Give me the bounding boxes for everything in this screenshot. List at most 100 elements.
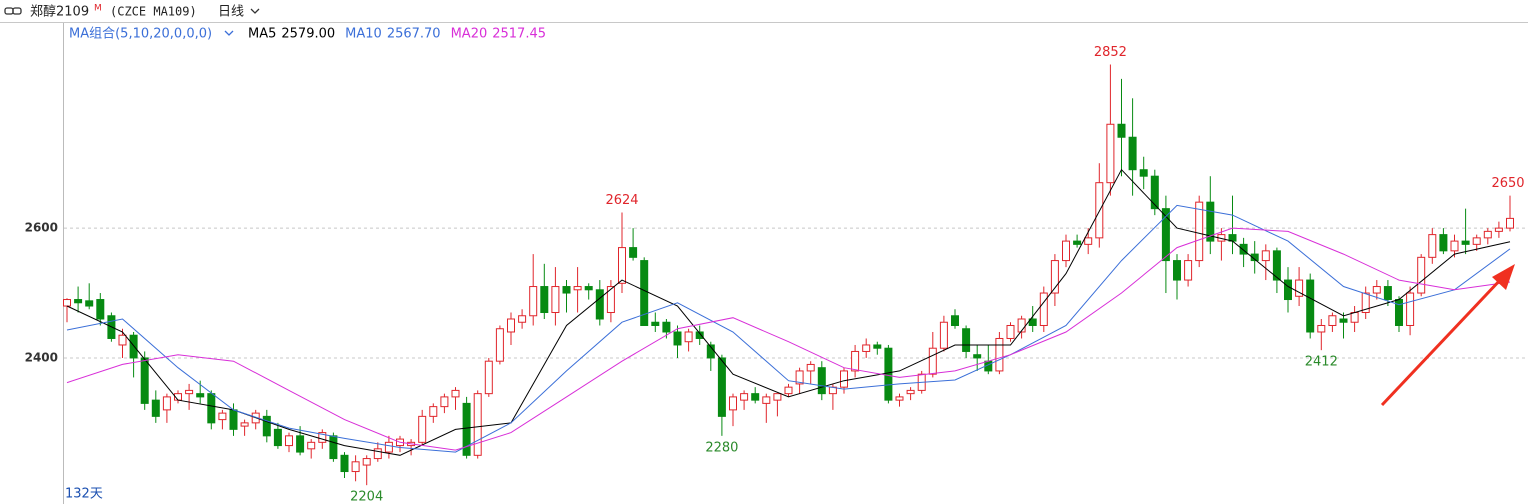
candle-body — [63, 299, 71, 307]
candle-body — [507, 318, 515, 333]
symbol[interactable]: 郑醇2109 — [30, 4, 89, 20]
candle-body — [384, 441, 393, 453]
ma-legend-chevron[interactable] — [224, 30, 234, 36]
candle-body — [85, 300, 94, 307]
candle-body — [129, 334, 138, 359]
candle-body — [429, 406, 438, 417]
candle-body — [629, 247, 638, 258]
extreme-label: 2280 — [705, 440, 738, 455]
candle-body — [273, 428, 282, 447]
candle-body — [1150, 175, 1159, 210]
candle-body — [562, 286, 571, 294]
candle-body — [773, 393, 782, 401]
candle-body — [740, 393, 749, 401]
candle-body — [1306, 279, 1315, 333]
extreme-label: 2412 — [1305, 355, 1338, 370]
candle-body — [240, 422, 249, 427]
candle-body — [1295, 279, 1304, 297]
candle-body — [495, 328, 504, 362]
contract-code: (CZCE MA109) — [110, 5, 197, 19]
candle-body — [74, 299, 83, 304]
candle-body — [884, 347, 893, 401]
candle-body — [651, 321, 660, 326]
candle-body — [329, 435, 338, 460]
candle-body — [529, 286, 538, 317]
candle-body — [618, 247, 626, 284]
candle-body — [1494, 227, 1503, 232]
candle-body — [1439, 234, 1448, 252]
ma-legend-value: 2517.45 — [492, 27, 546, 42]
days-label: 132天 — [65, 487, 103, 502]
candle-body — [351, 461, 360, 473]
candle-body — [318, 432, 327, 443]
candle-body — [1195, 201, 1204, 262]
candle-body — [1328, 315, 1337, 326]
candle-body — [307, 441, 316, 450]
candle-body — [1261, 250, 1270, 262]
candle-body — [1128, 136, 1137, 171]
period-selector[interactable]: 日线 — [218, 5, 244, 20]
extreme-label: 2624 — [605, 193, 638, 208]
y-tick-label: 2600 — [25, 221, 58, 235]
candle-body — [118, 334, 127, 346]
plot-area: 2400 2600 2852 2624 2650 2280 2204 2412 — [25, 45, 1528, 504]
candle-body — [96, 299, 105, 320]
candle-body — [1472, 237, 1481, 245]
candle-body — [1161, 208, 1170, 262]
candle-body — [185, 389, 194, 395]
candle-body — [440, 396, 449, 408]
candle-body — [418, 415, 427, 443]
extreme-label: 2852 — [1094, 45, 1127, 60]
red-arrow — [1380, 264, 1515, 407]
candle-body — [1184, 260, 1193, 281]
candle-body — [1106, 123, 1115, 184]
candle-body — [162, 396, 171, 411]
ma-legend-name: MA10 — [345, 27, 382, 42]
candle-body — [1272, 250, 1281, 281]
candle-body — [1361, 292, 1370, 314]
candle-body — [928, 347, 937, 375]
candle-body — [1250, 253, 1259, 262]
ma-legend-name: MA5 — [248, 27, 276, 42]
candle-body — [751, 393, 760, 401]
extreme-label: 2650 — [1491, 176, 1524, 191]
candle-body — [285, 435, 293, 447]
candle-body — [784, 386, 793, 395]
ma-line — [66, 204, 1511, 453]
candle-body — [1239, 243, 1248, 255]
candle-body — [140, 357, 149, 404]
period-chevron[interactable] — [250, 8, 260, 14]
candle-body — [595, 289, 604, 320]
candle-body — [551, 286, 560, 314]
ma-legend-title[interactable]: MA组合(5,10,20,0,0,0) — [69, 27, 212, 42]
candle-body — [473, 393, 482, 456]
candle-body — [1461, 240, 1470, 245]
candle-body — [895, 396, 904, 401]
candle-body — [717, 357, 726, 417]
candle-body — [840, 370, 848, 388]
link-icon — [4, 7, 22, 15]
candle-body — [1139, 169, 1148, 177]
candle-body — [1284, 279, 1292, 301]
candle-body — [1428, 234, 1437, 258]
candle-body — [1450, 240, 1459, 252]
candle-body — [1006, 324, 1015, 339]
candle-body — [207, 393, 216, 424]
y-tick-label: 2400 — [25, 350, 58, 364]
title-bar — [0, 0, 1528, 22]
candle-body — [729, 396, 737, 411]
candle-body — [540, 286, 549, 314]
candle-body — [1117, 123, 1126, 138]
candle-body — [1406, 292, 1415, 326]
badge: M — [94, 4, 102, 14]
ma-line — [66, 168, 1511, 456]
candle-body — [1483, 230, 1492, 239]
candle-body — [906, 389, 915, 395]
candle-body — [451, 389, 460, 398]
candle-body — [1039, 292, 1048, 326]
candle-body — [1206, 201, 1215, 242]
candle-body — [1028, 318, 1037, 326]
candle-body — [817, 367, 826, 395]
candle-body — [1372, 286, 1381, 294]
